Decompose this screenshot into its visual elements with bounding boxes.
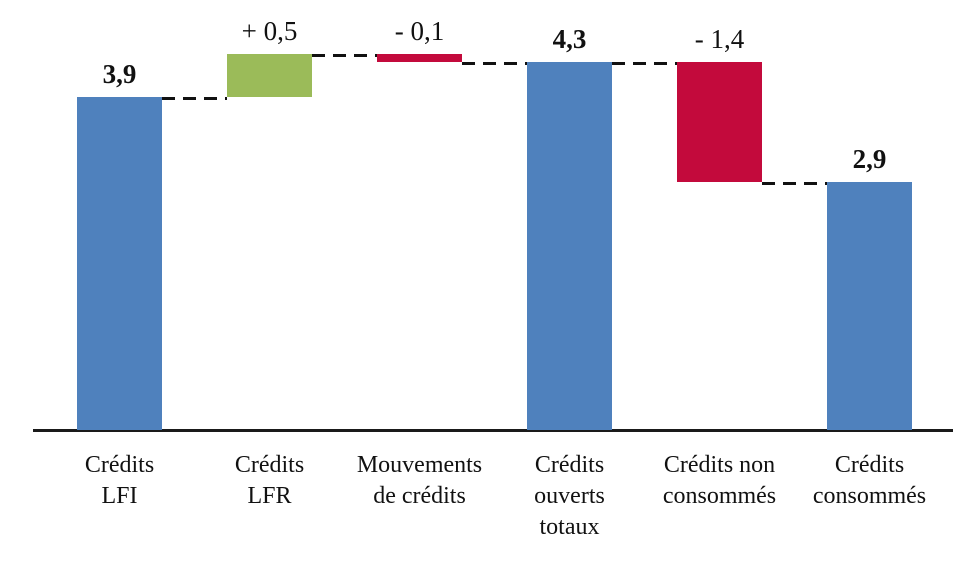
connector-line-1 [162, 96, 227, 100]
category-label-credits-non-consommes: Crédits non consommés [635, 450, 805, 512]
bar-mouvements-de-credits [377, 53, 462, 63]
category-label-credits-ouverts-totaux: Crédits ouverts totaux [485, 450, 655, 543]
category-label-line: de crédits [373, 483, 466, 509]
value-label-credits-ouverts-totaux: 4,3 [552, 24, 587, 55]
category-label-line: Crédits [234, 452, 305, 478]
category-label-line: LFI [101, 483, 138, 509]
connector-line-5 [762, 182, 827, 186]
bar-credits-lfi [77, 96, 162, 430]
category-label-line: LFR [247, 483, 292, 509]
connector-line-4 [612, 62, 677, 66]
x-axis-line [33, 429, 953, 432]
value-label-mouvements-de-credits: - 0,1 [394, 15, 445, 46]
category-label-line: Crédits non [663, 452, 776, 478]
value-label-credits-consommes: 2,9 [852, 144, 887, 175]
category-label-credits-consommes: Crédits consommés [785, 450, 955, 512]
category-label-line: consommés [812, 483, 927, 509]
bar-credits-non-consommes [677, 62, 762, 183]
bar-credits-ouverts-totaux [527, 62, 612, 430]
category-label-line: Crédits [84, 452, 155, 478]
connector-line-2 [312, 53, 377, 57]
category-label-line: Crédits [834, 452, 905, 478]
category-label-line: Crédits [534, 452, 605, 478]
category-label-credits-lfr: Crédits LFR [185, 450, 355, 512]
category-label-line: ouverts [534, 483, 605, 509]
category-label-line: totaux [539, 514, 600, 540]
value-label-credits-lfr: + 0,5 [241, 15, 298, 46]
connector-line-3 [462, 62, 527, 66]
value-label-credits-lfi: 3,9 [102, 58, 137, 89]
value-label-credits-non-consommes: - 1,4 [694, 24, 745, 55]
category-label-mouvements-de-credits: Mouvements de crédits [335, 450, 505, 512]
bar-credits-lfr [227, 53, 312, 97]
category-label-line: Mouvements [356, 452, 483, 478]
category-label-line: consommés [662, 483, 777, 509]
bar-credits-consommes [827, 182, 912, 430]
category-label-credits-lfi: Crédits LFI [35, 450, 205, 512]
